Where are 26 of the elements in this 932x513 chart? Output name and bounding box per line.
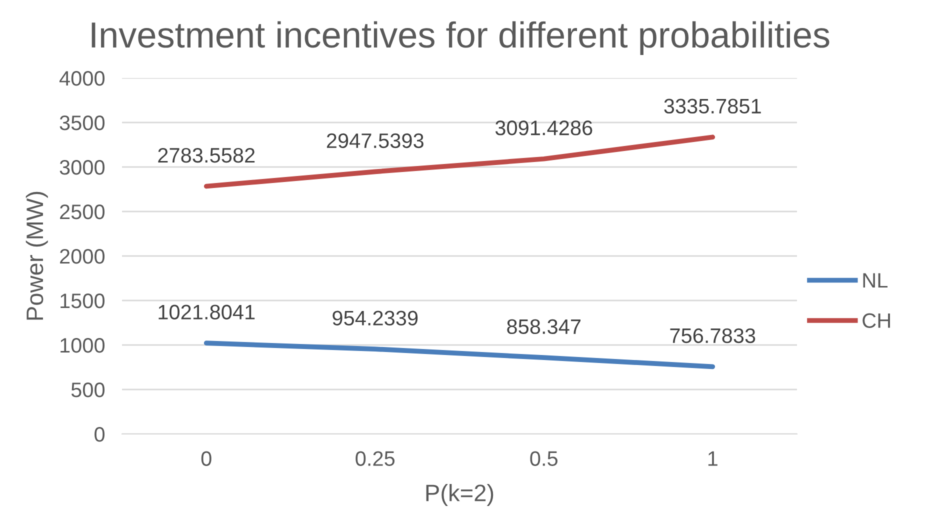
- data-label: 3335.7851: [664, 98, 761, 114]
- x-tick-label: 0: [201, 451, 212, 466]
- y-tick-label: 3000: [60, 160, 105, 175]
- y-tick-label: 2500: [60, 204, 105, 220]
- legend-label: NL: [863, 273, 888, 288]
- x-tick-label: 0.25: [356, 451, 395, 466]
- y-tick-label: 2000: [60, 249, 105, 264]
- data-label: 954.2339: [332, 310, 418, 326]
- data-label: 3091.4286: [495, 120, 592, 136]
- data-label: 756.7833: [670, 328, 756, 344]
- x-tick-label: 0.5: [530, 451, 558, 466]
- y-tick-label: 3500: [60, 116, 105, 130]
- data-label: 1021.8041: [158, 304, 255, 320]
- y-tick-label: 500: [71, 382, 105, 398]
- data-label: 2947.5393: [326, 133, 424, 148]
- data-label: 2783.5582: [158, 148, 255, 163]
- y-tick-label: 0: [94, 427, 105, 442]
- x-axis-title: P(k=2): [426, 484, 494, 506]
- x-tick-label: 1: [708, 451, 718, 466]
- y-tick-label: 1500: [60, 294, 105, 308]
- chart-title: Investment incentives for different probabilities: [92, 21, 830, 55]
- data-label: 858.347: [507, 319, 580, 334]
- y-tick-label: 4000: [59, 71, 105, 86]
- legend-label: CH: [862, 313, 890, 328]
- y-tick-label: 1000: [60, 338, 105, 353]
- y-axis-title: Power (MW): [26, 192, 48, 320]
